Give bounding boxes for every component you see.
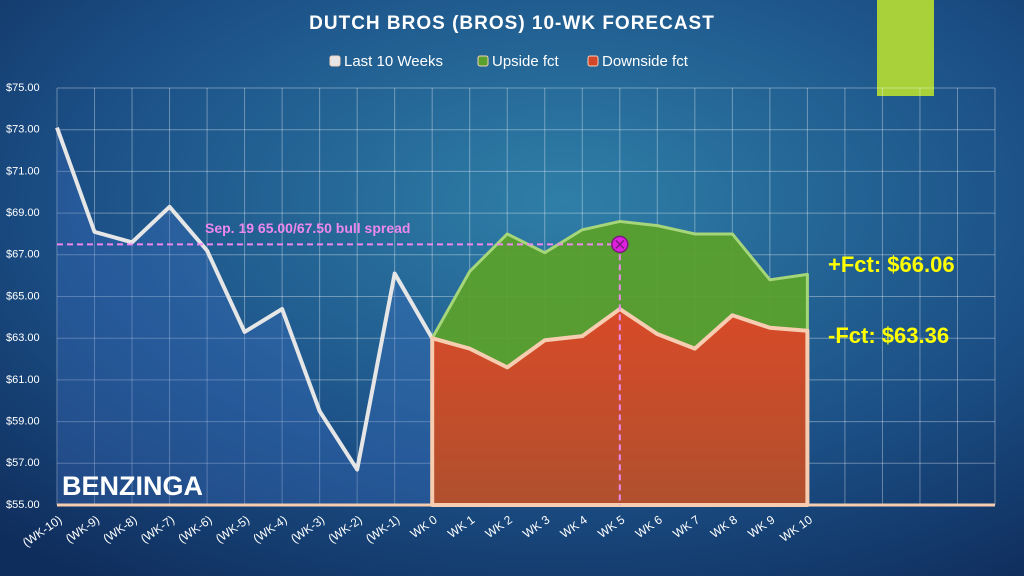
legend-label: Last 10 Weeks xyxy=(344,53,443,70)
accent-block xyxy=(877,0,934,96)
y-tick-label: $67.00 xyxy=(6,249,40,261)
y-tick-label: $73.00 xyxy=(6,124,40,136)
y-tick-label: $55.00 xyxy=(6,499,40,511)
y-tick-label: $65.00 xyxy=(6,290,40,302)
y-tick-label: $57.00 xyxy=(6,457,40,469)
y-tick-label: $61.00 xyxy=(6,374,40,386)
history-line xyxy=(55,126,434,472)
legend-swatch xyxy=(329,55,341,67)
chart-title: DUTCH BROS (BROS) 10-WK FORECAST xyxy=(309,13,715,34)
annotation-text: Sep. 19 65.00/67.50 bull spread xyxy=(205,220,410,236)
legend-label: Downside fct xyxy=(602,53,689,70)
y-tick-label: $75.00 xyxy=(6,82,40,94)
y-tick-label: $69.00 xyxy=(6,207,40,219)
upside-label: +Fct: $66.06 xyxy=(828,252,955,277)
downside-label: -Fct: $63.36 xyxy=(828,323,949,348)
legend-swatch xyxy=(477,55,489,67)
annotation-marker-cross xyxy=(615,239,625,249)
history-area xyxy=(57,127,433,506)
legend-swatch xyxy=(587,55,599,67)
y-tick-label: $63.00 xyxy=(6,332,40,344)
watermark: BENZINGA xyxy=(62,471,203,501)
y-tick-label: $59.00 xyxy=(6,416,40,428)
legend-label: Upside fct xyxy=(492,53,560,70)
y-tick-label: $71.00 xyxy=(6,165,40,177)
